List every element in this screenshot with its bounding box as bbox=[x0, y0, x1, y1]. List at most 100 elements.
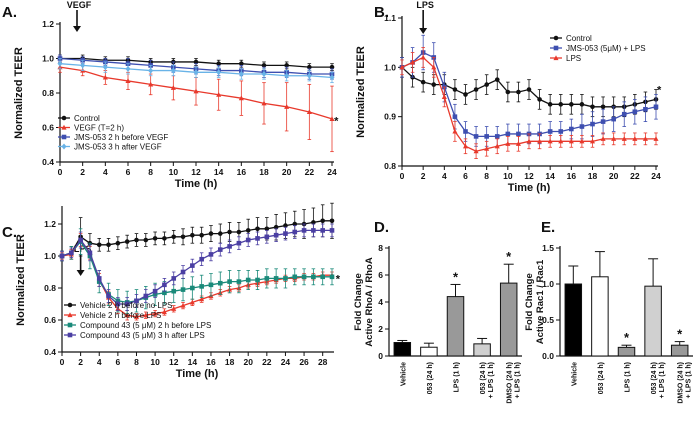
x-tick-label: 16 bbox=[206, 357, 216, 367]
x-axis-label: Time (h) bbox=[508, 182, 551, 194]
data-point bbox=[124, 301, 130, 307]
data-point bbox=[307, 64, 312, 70]
x-tick-label: 10 bbox=[169, 167, 179, 177]
data-point bbox=[59, 253, 65, 259]
data-point bbox=[217, 231, 223, 236]
data-point bbox=[133, 314, 140, 319]
data-point bbox=[171, 288, 177, 294]
data-point bbox=[505, 131, 511, 137]
data-point bbox=[463, 129, 468, 134]
y-tick-label: 0.5 bbox=[542, 315, 554, 325]
legend-label: JMS-053 (5μM) + LPS bbox=[566, 44, 646, 53]
data-point bbox=[320, 218, 325, 224]
data-point bbox=[600, 104, 606, 110]
data-point bbox=[190, 232, 195, 238]
legend-marker bbox=[67, 332, 73, 338]
data-point bbox=[284, 104, 290, 109]
y-tick-label: 2 bbox=[378, 324, 383, 334]
x-tick-label: 20 bbox=[282, 167, 292, 177]
data-point bbox=[261, 100, 267, 106]
data-point bbox=[284, 72, 290, 79]
y-tick-label: 1.0 bbox=[42, 54, 54, 64]
x-tick-label: 28 bbox=[318, 357, 328, 367]
x-tick-label: 12 bbox=[169, 357, 179, 367]
data-point bbox=[410, 59, 416, 65]
y-tick-label: 6 bbox=[378, 270, 383, 280]
panel-label: C. bbox=[2, 224, 17, 241]
data-point bbox=[621, 136, 627, 141]
data-point bbox=[180, 269, 186, 275]
y-axis-label: Fold ChangeActive RhoA / RhoA bbox=[353, 257, 375, 347]
significance-star: * bbox=[657, 85, 662, 97]
data-point bbox=[579, 124, 585, 129]
data-point bbox=[568, 138, 574, 144]
data-point bbox=[632, 136, 638, 141]
legend-label: Compound 43 (5 μM) 3 h after LPS bbox=[80, 331, 205, 340]
data-point bbox=[199, 296, 205, 302]
data-point bbox=[505, 141, 511, 146]
panel-label: E. bbox=[541, 219, 555, 236]
legend-marker bbox=[553, 35, 559, 41]
data-point bbox=[320, 228, 325, 233]
data-point bbox=[590, 104, 595, 110]
data-point bbox=[245, 228, 251, 233]
data-point bbox=[420, 79, 426, 85]
x-category-label: + LPS (1 h) bbox=[686, 362, 693, 398]
data-point bbox=[473, 87, 479, 92]
data-point bbox=[216, 69, 222, 76]
significance-star: * bbox=[453, 269, 459, 284]
data-point bbox=[125, 78, 131, 83]
data-point bbox=[569, 126, 574, 132]
legend-marker bbox=[61, 134, 67, 140]
data-point bbox=[273, 276, 279, 281]
x-tick-label: 2 bbox=[78, 357, 83, 367]
y-tick-label: 0.6 bbox=[42, 123, 54, 133]
significance-star: * bbox=[336, 273, 341, 285]
x-category-label: DMSO (24 h) bbox=[507, 362, 514, 404]
data-point bbox=[199, 232, 204, 238]
data-point bbox=[547, 102, 553, 107]
x-tick-label: 6 bbox=[126, 167, 131, 177]
data-point bbox=[284, 63, 289, 68]
data-point bbox=[329, 274, 335, 280]
bar bbox=[473, 343, 491, 357]
data-point bbox=[473, 134, 479, 139]
data-point bbox=[171, 276, 177, 281]
data-point bbox=[171, 306, 177, 311]
data-point bbox=[87, 250, 93, 256]
data-point bbox=[320, 274, 325, 280]
data-point bbox=[170, 67, 176, 74]
x-tick-label: 6 bbox=[115, 357, 120, 367]
bar bbox=[591, 276, 609, 357]
data-point bbox=[171, 234, 177, 240]
data-point bbox=[115, 301, 121, 307]
data-point bbox=[292, 274, 298, 280]
data-point bbox=[653, 136, 659, 141]
legend-marker bbox=[61, 124, 67, 130]
x-tick-label: 16 bbox=[567, 171, 577, 181]
x-tick-label: 4 bbox=[442, 171, 447, 181]
x-tick-label: 22 bbox=[262, 357, 272, 367]
y-tick-label: 1.1 bbox=[384, 13, 396, 23]
data-point bbox=[537, 97, 542, 102]
data-point bbox=[148, 67, 154, 74]
data-point bbox=[329, 218, 335, 224]
panel-label: B. bbox=[374, 4, 389, 21]
bar bbox=[420, 346, 438, 357]
x-tick-label: 14 bbox=[188, 357, 198, 367]
annotation-arrowhead bbox=[419, 28, 428, 34]
data-point bbox=[78, 237, 83, 243]
x-tick-label: 10 bbox=[503, 171, 513, 181]
data-point bbox=[264, 276, 270, 281]
data-point bbox=[516, 131, 521, 137]
data-point bbox=[611, 136, 617, 141]
x-tick-label: 24 bbox=[281, 357, 291, 367]
bar bbox=[446, 296, 465, 357]
data-point bbox=[273, 224, 279, 230]
data-point bbox=[245, 237, 251, 243]
data-point bbox=[329, 74, 335, 81]
y-tick-label: 4 bbox=[378, 297, 383, 307]
data-point bbox=[162, 236, 167, 241]
